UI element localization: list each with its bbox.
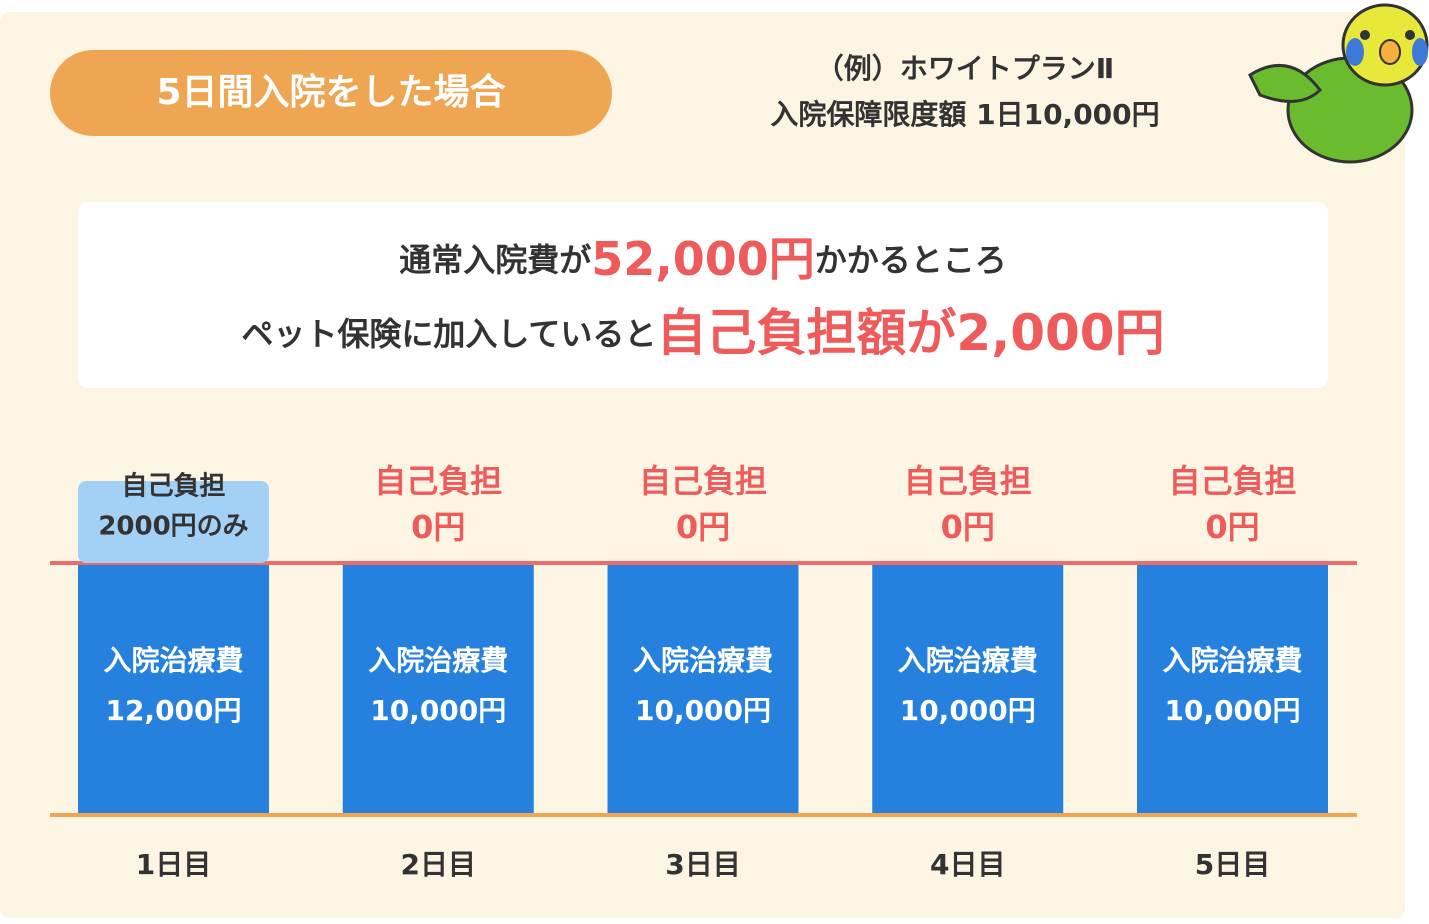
day-label: 5日目 xyxy=(1195,848,1270,881)
cost-text: 12,000円 xyxy=(105,694,241,727)
badge xyxy=(50,50,612,136)
cost-text: 10,000円 xyxy=(900,694,1036,727)
cost-text: 入院治療費 xyxy=(633,644,773,677)
copay-text: 自己負担 xyxy=(1168,462,1296,500)
copay-text: 自己負担 xyxy=(121,471,225,502)
day-label: 2日目 xyxy=(401,848,476,881)
cost-text: 入院治療費 xyxy=(898,644,1038,677)
plan-limit: 入院保障限度額 1日10,000円 xyxy=(770,98,1159,131)
parrot xyxy=(1248,3,1429,164)
cost-bar xyxy=(1137,565,1328,813)
cost-bar xyxy=(872,565,1064,813)
copay-text: 2000円のみ xyxy=(98,512,248,542)
summary-highlight: 自己負担額が2,000円 xyxy=(656,304,1164,362)
cost-bar xyxy=(78,565,269,813)
cost-text: 入院治療費 xyxy=(103,644,243,677)
cost-text: 10,000円 xyxy=(370,694,506,727)
copay-text: 0円 xyxy=(411,508,465,546)
copay-text: 自己負担 xyxy=(374,462,502,500)
badge-text: 5日間入院をした場合 xyxy=(156,72,505,113)
summary-highlight: 52,000円 xyxy=(591,232,815,286)
day-label: 4日目 xyxy=(930,848,1005,881)
summary-text: ペット保険に加入していると xyxy=(241,315,656,353)
copay-text: 自己負担 xyxy=(639,462,767,500)
plan-name: （例）ホワイトプランⅡ xyxy=(816,52,1114,85)
cost-text: 10,000円 xyxy=(635,694,771,727)
day-label: 3日目 xyxy=(665,848,740,881)
cost-text: 入院治療費 xyxy=(1162,644,1302,677)
day-label: 1日目 xyxy=(136,848,211,881)
copay-text: 自己負担 xyxy=(904,462,1032,500)
cost-bar xyxy=(607,565,799,813)
copay-text: 0円 xyxy=(1205,508,1259,546)
summary-line2: ペット保険に加入していると自己負担額が2,000円 xyxy=(241,304,1164,362)
cost-text: 10,000円 xyxy=(1164,694,1300,727)
copay-box xyxy=(78,481,269,563)
summary-box xyxy=(78,202,1328,388)
cost-bar xyxy=(342,565,534,813)
summary-line1: 通常入院費が52,000円かかるところ xyxy=(399,232,1007,286)
summary-text: 通常入院費が xyxy=(399,241,591,279)
copay-text: 0円 xyxy=(676,508,730,546)
summary-text: かかるところ xyxy=(815,241,1007,279)
copay-text: 0円 xyxy=(941,508,995,546)
cost-text: 入院治療費 xyxy=(368,644,508,677)
